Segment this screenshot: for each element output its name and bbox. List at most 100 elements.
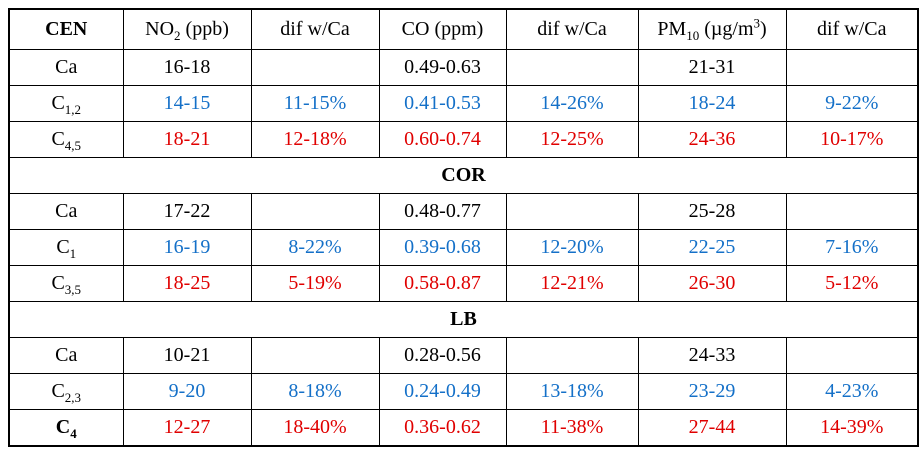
data-row: C1 16-19 8-22% 0.39-0.68 12-20% 22-25 7-16%: [8, 229, 919, 266]
value-cell: 0.60-0.74: [378, 121, 507, 158]
value-cell: 23-29: [637, 373, 787, 410]
value-cell: 11-15%: [250, 85, 380, 122]
value-cell: 0.39-0.68: [378, 229, 507, 266]
data-row: Ca 17-22 0.48-0.77 25-28: [8, 193, 919, 230]
row-label: C1,2: [8, 85, 124, 122]
value-cell: [505, 49, 639, 86]
row-label-base: C: [51, 272, 65, 294]
value-cell: 12-27: [122, 409, 252, 447]
row-label-subscript: 1,2: [64, 102, 82, 117]
value-cell: 9-20: [122, 373, 252, 410]
header-cell-dif-co: dif w/Ca: [505, 8, 639, 50]
row-label-base: C: [51, 128, 65, 150]
value-cell: 16-18: [122, 49, 252, 86]
data-row: C2,3 9-20 8-18% 0.24-0.49 13-18% 23-29 4-23%: [8, 373, 919, 410]
header-cell-dif-pm10: dif w/Ca: [785, 8, 919, 50]
header-no2-base: NO: [145, 18, 175, 40]
value-cell: 14-15: [122, 85, 252, 122]
value-cell: 0.41-0.53: [378, 85, 507, 122]
value-cell: [250, 49, 380, 86]
value-cell: 18-25: [122, 265, 252, 302]
row-label-base: Ca: [55, 344, 78, 366]
value-cell: [505, 337, 639, 374]
row-label: Ca: [8, 193, 124, 230]
row-label: Ca: [8, 337, 124, 374]
value-cell: 0.48-0.77: [378, 193, 507, 230]
value-cell: 0.49-0.63: [378, 49, 507, 86]
row-label-subscript: 1: [69, 246, 77, 261]
value-cell: 27-44: [637, 409, 787, 447]
data-row: C4,5 18-21 12-18% 0.60-0.74 12-25% 24-36 10-17…: [8, 121, 919, 158]
row-label-base: C: [56, 236, 70, 258]
header-cell-section-cen: CEN: [8, 8, 124, 50]
value-cell: 10-21: [122, 337, 252, 374]
row-label: Ca: [8, 49, 124, 86]
value-cell: 4-23%: [785, 373, 919, 410]
header-cell-co: CO (ppm): [378, 8, 507, 50]
row-label-subscript: 4,5: [64, 138, 82, 153]
row-label-base: Ca: [55, 56, 78, 78]
data-row: Ca 10-21 0.28-0.56 24-33: [8, 337, 919, 374]
value-cell: 8-22%: [250, 229, 380, 266]
row-label: C1: [8, 229, 124, 266]
header-pm10-unit: (µg/m: [699, 18, 754, 40]
header-pm10-unit-close: ): [760, 18, 767, 40]
value-cell: 24-33: [637, 337, 787, 374]
value-cell: 21-31: [637, 49, 787, 86]
section-row: LB: [8, 301, 919, 338]
row-label-base: C: [55, 416, 71, 438]
value-cell: 5-19%: [250, 265, 380, 302]
table-body: Ca 16-18 0.49-0.63 21-31 C1,2 14-15 11-15% 0.41…: [8, 49, 919, 447]
header-no2-subscript: 2: [174, 28, 181, 43]
value-cell: [250, 337, 380, 374]
value-cell: 8-18%: [250, 373, 380, 410]
header-cell-dif-no2: dif w/Ca: [250, 8, 380, 50]
data-row: C3,5 18-25 5-19% 0.58-0.87 12-21% 26-30 5-12%: [8, 265, 919, 302]
value-cell: 17-22: [122, 193, 252, 230]
value-cell: 24-36: [637, 121, 787, 158]
row-label-subscript: 2,3: [64, 390, 82, 405]
value-cell: 22-25: [637, 229, 787, 266]
value-cell: 14-26%: [505, 85, 639, 122]
value-cell: 7-16%: [785, 229, 919, 266]
row-label-subscript: 3,5: [64, 282, 82, 297]
value-cell: 25-28: [637, 193, 787, 230]
section-label: COR: [8, 157, 919, 194]
row-label-subscript: 4: [70, 426, 77, 441]
value-cell: 26-30: [637, 265, 787, 302]
value-cell: 0.28-0.56: [378, 337, 507, 374]
section-label: LB: [8, 301, 919, 338]
data-row: Ca 16-18 0.49-0.63 21-31: [8, 49, 919, 86]
value-cell: 9-22%: [785, 85, 919, 122]
row-label: C4: [8, 409, 124, 447]
value-cell: 18-40%: [250, 409, 380, 447]
value-cell: 10-17%: [785, 121, 919, 158]
row-label-base: C: [51, 380, 65, 402]
row-label-base: C: [51, 92, 65, 114]
value-cell: [250, 193, 380, 230]
value-cell: 0.24-0.49: [378, 373, 507, 410]
value-cell: 12-20%: [505, 229, 639, 266]
value-cell: 0.58-0.87: [378, 265, 507, 302]
row-label: C2,3: [8, 373, 124, 410]
header-cell-pm10: PM10 (µg/m3): [637, 8, 787, 50]
value-cell: 16-19: [122, 229, 252, 266]
value-cell: [785, 337, 919, 374]
value-cell: 18-24: [637, 85, 787, 122]
value-cell: 13-18%: [505, 373, 639, 410]
header-cell-no2: NO2 (ppb): [122, 8, 252, 50]
value-cell: 12-18%: [250, 121, 380, 158]
value-cell: 18-21: [122, 121, 252, 158]
pollutant-table: CEN NO2 (ppb) dif w/Ca CO (ppm) dif w/Ca…: [8, 8, 919, 447]
value-cell: 14-39%: [785, 409, 919, 447]
row-label: C3,5: [8, 265, 124, 302]
row-label-base: Ca: [55, 200, 78, 222]
header-pm10-superscript: 3: [753, 15, 761, 31]
row-label: C4,5: [8, 121, 124, 158]
header-pm10-base: PM: [657, 18, 687, 40]
header-row: CEN NO2 (ppb) dif w/Ca CO (ppm) dif w/Ca…: [8, 8, 919, 50]
header-pm10-subscript: 10: [686, 28, 700, 43]
value-cell: 5-12%: [785, 265, 919, 302]
value-cell: 0.36-0.62: [378, 409, 507, 447]
